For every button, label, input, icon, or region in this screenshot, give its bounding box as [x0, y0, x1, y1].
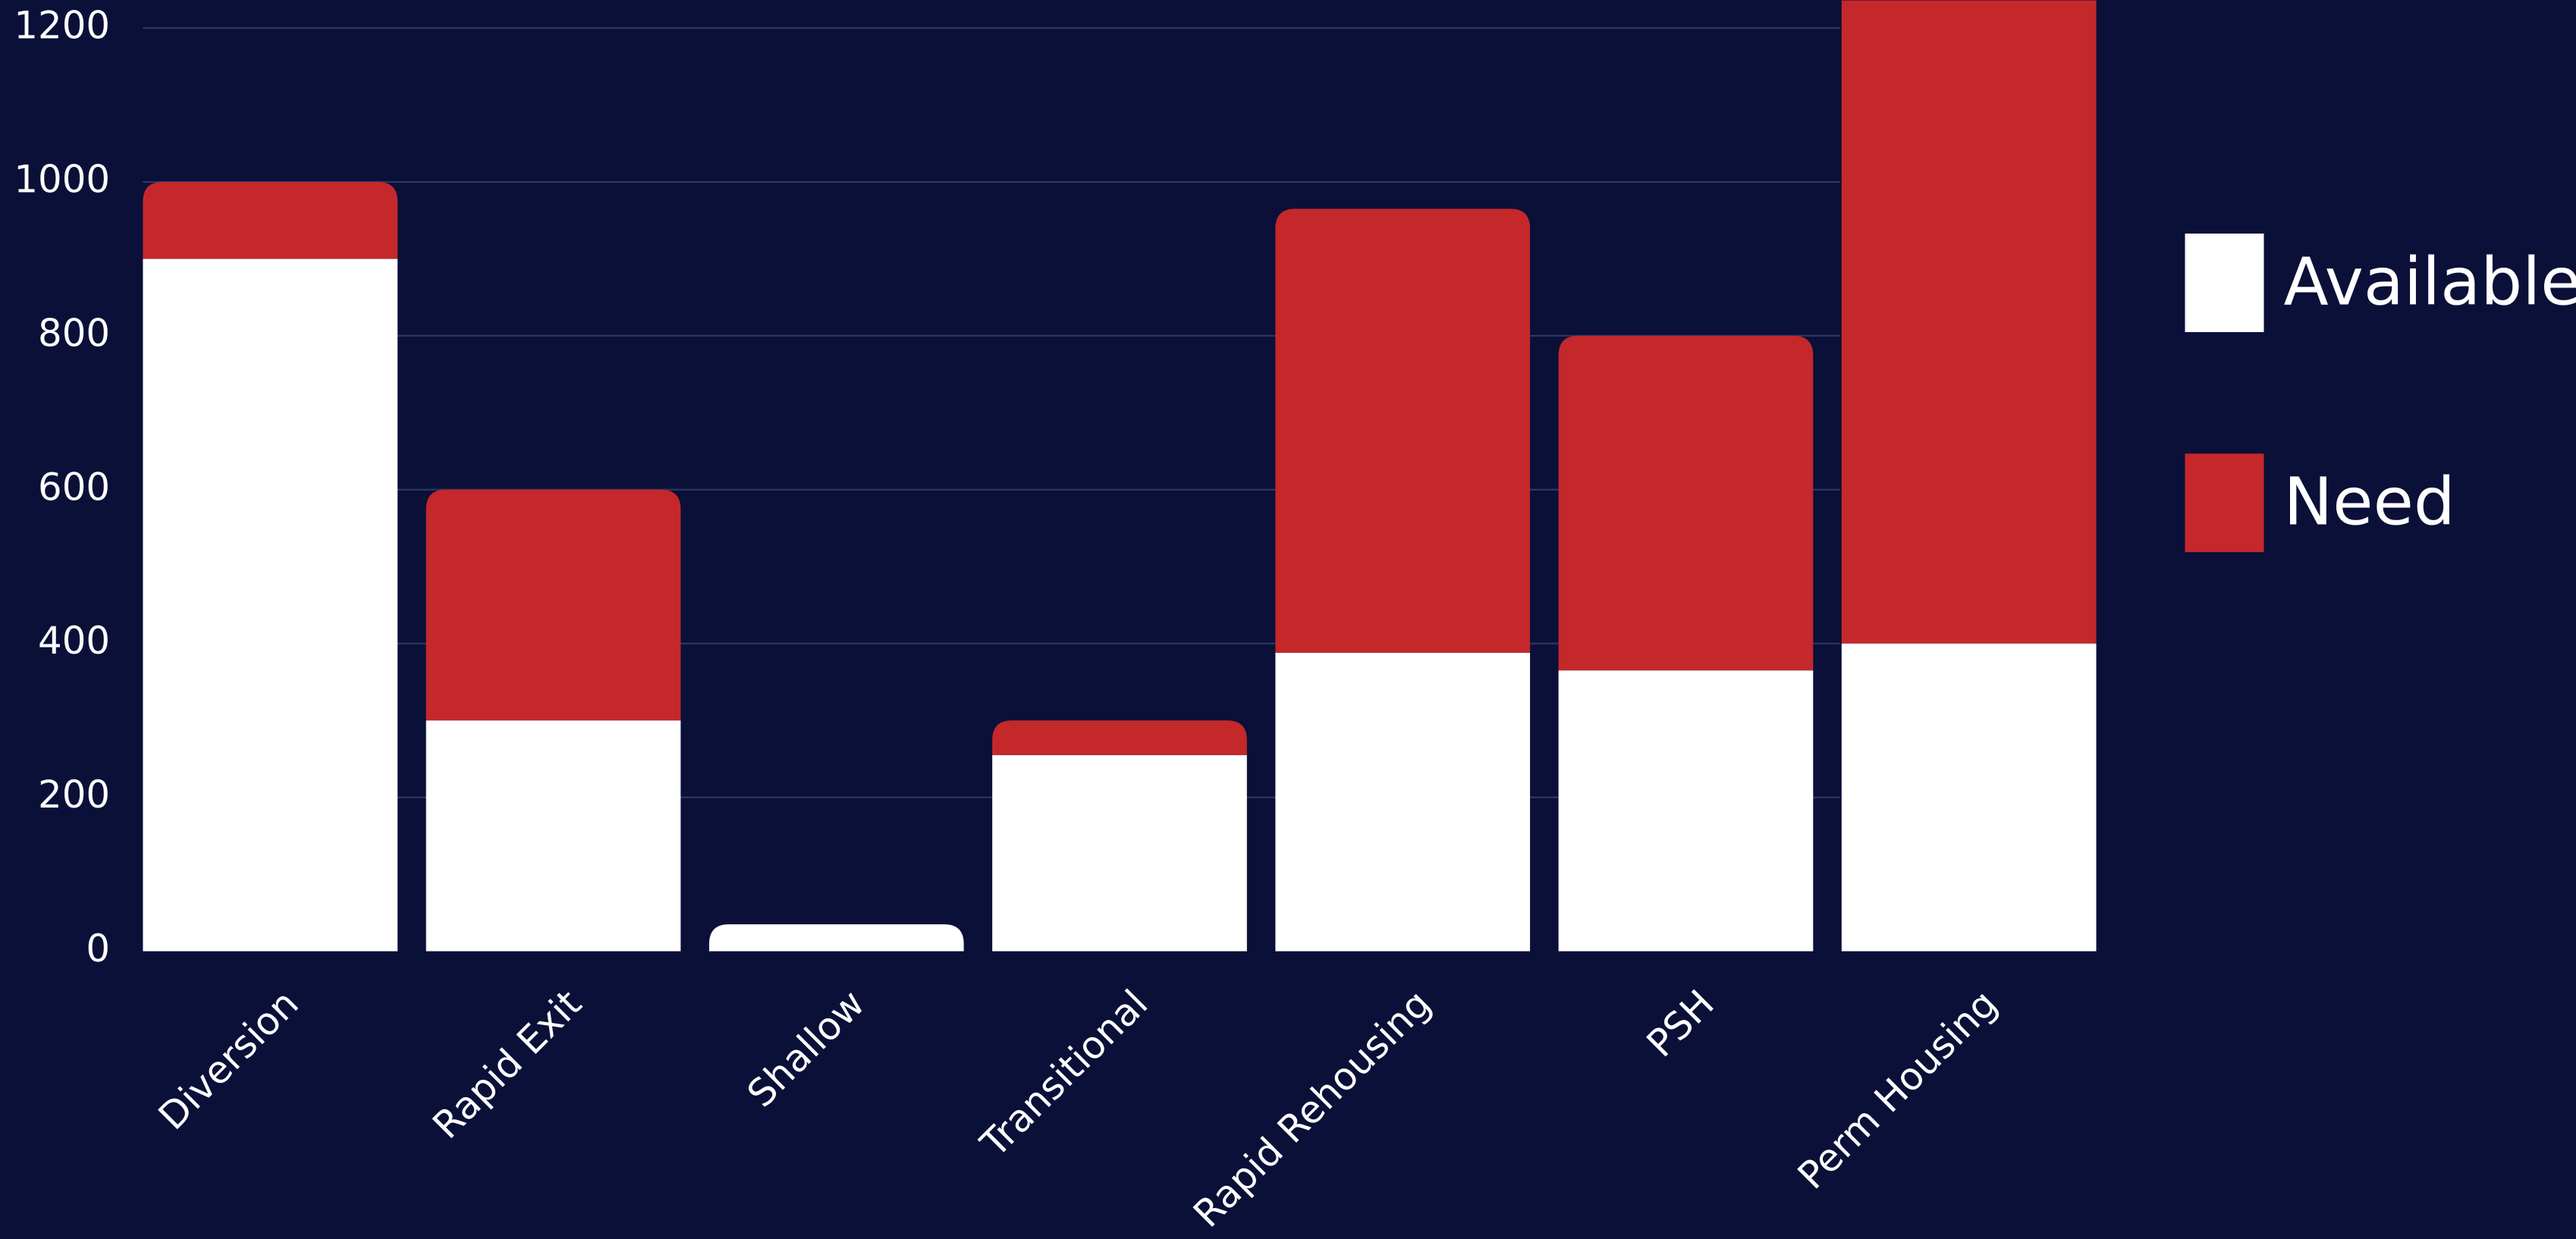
legend-label: Available — [2283, 244, 2576, 320]
bar-segment — [992, 754, 1247, 952]
bar-segment — [426, 720, 681, 952]
y-tick-label: 600 — [38, 465, 110, 509]
bar-segment — [426, 489, 681, 721]
y-tick-label: 1200 — [14, 4, 110, 48]
legend-swatch — [2185, 234, 2264, 332]
bar-segment — [1275, 652, 1531, 952]
legend-swatch — [2185, 453, 2264, 553]
y-tick-label: 400 — [38, 619, 110, 663]
y-tick-label: 800 — [38, 311, 110, 355]
bars — [143, 0, 2097, 952]
bar-segment — [1841, 643, 2097, 952]
bar-segment — [1558, 670, 1814, 952]
y-tick-label: 200 — [38, 773, 110, 817]
bar-segment — [1275, 209, 1531, 653]
bar-segment — [992, 720, 1247, 755]
grid — [143, 27, 1840, 798]
bar-segment — [708, 924, 964, 952]
bar-segment — [143, 181, 398, 259]
bar-segment — [1558, 335, 1814, 671]
y-tick-label: 1000 — [14, 157, 110, 201]
bar-segment — [143, 259, 398, 952]
legend-label: Need — [2283, 464, 2455, 540]
bar-segment — [1841, 0, 2097, 644]
y-tick-label: 0 — [86, 927, 110, 971]
